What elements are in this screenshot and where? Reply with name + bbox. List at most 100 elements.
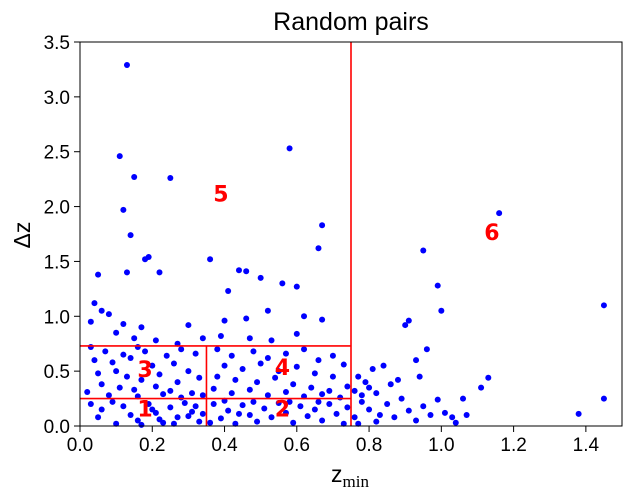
data-point (181, 399, 188, 406)
data-point (478, 384, 485, 391)
data-point (178, 346, 185, 353)
data-point (398, 395, 405, 402)
data-point (600, 302, 607, 309)
data-point (279, 280, 286, 287)
data-point (91, 357, 98, 364)
data-point (113, 420, 120, 427)
data-point (405, 407, 412, 414)
data-point (105, 311, 112, 318)
data-point (434, 282, 441, 289)
data-point (95, 370, 102, 377)
data-point (441, 409, 448, 416)
data-point (420, 403, 427, 410)
x-tick-label: 0.6 (284, 435, 310, 456)
data-point (290, 381, 297, 388)
data-point (297, 403, 304, 410)
data-point (131, 386, 138, 393)
data-point (189, 390, 196, 397)
data-point (358, 392, 365, 399)
data-point (358, 398, 365, 405)
data-point (142, 256, 149, 263)
data-point (113, 368, 120, 375)
data-point (362, 379, 369, 386)
data-point (438, 307, 445, 314)
data-point (131, 173, 138, 180)
data-point (95, 414, 102, 421)
data-point (217, 333, 224, 340)
data-point (282, 409, 289, 416)
data-point (160, 391, 167, 398)
data-point (261, 405, 268, 412)
data-point (142, 348, 149, 355)
data-point (402, 322, 409, 329)
data-point (123, 269, 130, 276)
data-point (134, 417, 141, 424)
data-point (254, 379, 261, 386)
data-point (123, 62, 130, 69)
data-point (434, 396, 441, 403)
y-tick-label: 2.5 (44, 143, 70, 164)
data-point (329, 373, 336, 380)
x-tick-label: 0.4 (211, 435, 238, 456)
data-point (326, 401, 333, 408)
data-point (214, 346, 221, 353)
data-point (337, 394, 344, 401)
x-tick-label: 0.0 (67, 435, 93, 456)
data-point (98, 406, 105, 413)
data-point (268, 337, 275, 344)
points-layer (84, 62, 607, 428)
data-point (366, 406, 373, 413)
data-point (189, 408, 196, 415)
data-point (232, 376, 239, 383)
data-point (416, 373, 423, 380)
data-point (105, 392, 112, 399)
data-point (138, 421, 145, 428)
data-point (138, 324, 145, 331)
data-point (250, 348, 257, 355)
data-point (282, 388, 289, 395)
data-point (275, 368, 282, 375)
data-point (485, 374, 492, 381)
y-tick-label: 1.0 (44, 307, 70, 328)
data-point (109, 398, 116, 405)
data-point (304, 413, 311, 420)
data-point (120, 206, 127, 213)
data-point (257, 360, 264, 367)
data-point (178, 394, 185, 401)
data-point (210, 401, 217, 408)
data-point (87, 344, 94, 351)
y-tick-label: 0.5 (44, 362, 70, 383)
data-point (185, 413, 192, 420)
data-point (301, 346, 308, 353)
data-point (329, 352, 336, 359)
data-point (311, 406, 318, 413)
data-point (98, 307, 105, 314)
data-point (116, 153, 123, 160)
data-point (152, 337, 159, 344)
data-point (308, 384, 315, 391)
data-point (196, 418, 203, 425)
data-point (170, 360, 177, 367)
data-point (369, 365, 376, 372)
x-axis-label-subscript: min (343, 472, 370, 491)
data-point (413, 417, 420, 424)
data-point (394, 376, 401, 383)
data-point (319, 417, 326, 424)
data-point (185, 368, 192, 375)
data-point (264, 307, 271, 314)
x-tick-label: 0.2 (139, 435, 165, 456)
data-point (340, 420, 347, 427)
data-point (272, 374, 279, 381)
data-point (87, 401, 94, 408)
data-point (138, 376, 145, 383)
data-point (427, 412, 434, 419)
data-point (373, 418, 380, 425)
data-point (391, 414, 398, 421)
data-point (84, 388, 91, 395)
data-point (340, 361, 347, 368)
data-point (575, 410, 582, 417)
data-point (293, 330, 300, 337)
data-point (225, 407, 232, 414)
data-point (149, 362, 156, 369)
